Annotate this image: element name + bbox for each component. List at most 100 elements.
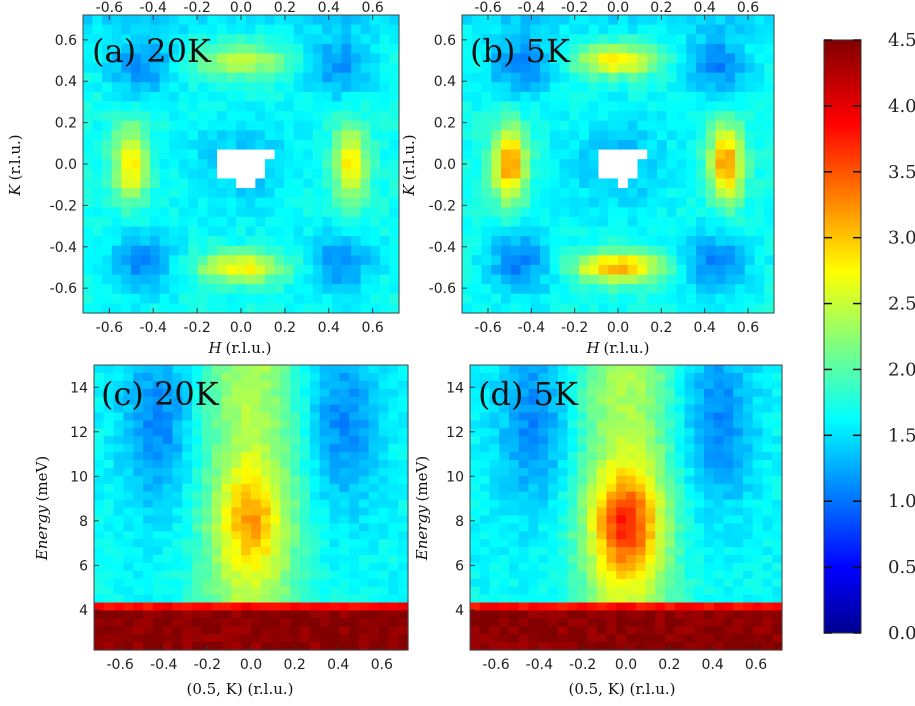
heatmap-cell [696, 111, 707, 122]
heatmap-cell [178, 82, 189, 93]
heatmap-cell [368, 642, 380, 651]
heatmap-cell [684, 642, 695, 651]
y-tick-label: 8 [455, 514, 464, 530]
heatmap-cell [509, 531, 520, 540]
heatmap-cell [169, 255, 180, 266]
heatmap-cell [300, 372, 311, 382]
heatmap-cell [735, 101, 746, 112]
heatmap-cell [226, 130, 237, 141]
heatmap-cell [735, 197, 746, 208]
heatmap-cell [159, 207, 170, 218]
heatmap-cell [479, 483, 491, 493]
heatmap-cell [569, 53, 580, 64]
heatmap-cell [696, 24, 707, 35]
heatmap-cell [388, 491, 399, 501]
heatmap-cell [133, 444, 144, 453]
heatmap-cell [322, 178, 333, 189]
heatmap-cell [339, 523, 350, 532]
panel-d: (d) 5K -0.6 -0.4 -0.2 0.0 0.2 0.4 0.6468101214… [413, 364, 783, 698]
heatmap-cell [762, 452, 773, 461]
heatmap-cell [351, 53, 362, 64]
heatmap-cell [470, 602, 481, 612]
heatmap-cell [657, 63, 668, 74]
heatmap-cell [159, 15, 170, 26]
heatmap-cell [733, 547, 744, 556]
heatmap-cell [264, 63, 276, 74]
heatmap-cell [676, 284, 687, 295]
heatmap-cell [481, 53, 492, 64]
heatmap-cell [626, 602, 637, 612]
heatmap-cell [111, 264, 122, 276]
heatmap-cell [509, 483, 520, 493]
heatmap-cell [647, 303, 658, 314]
y-tick-label: -0.2 [429, 198, 456, 214]
heatmap-cell [236, 178, 247, 189]
heatmap-cell [489, 594, 500, 604]
heatmap-cell [188, 34, 199, 45]
heatmap-cell [159, 43, 170, 55]
heatmap-cell [133, 372, 144, 382]
heatmap-cell [226, 82, 237, 93]
heatmap-cell [772, 578, 783, 588]
heatmap-cell [172, 626, 183, 635]
heatmap-cell [657, 293, 668, 304]
heatmap-cell [549, 130, 561, 141]
heatmap-cell [509, 404, 520, 414]
heatmap-cell [192, 460, 203, 469]
heatmap-cell [462, 24, 473, 35]
heatmap-cell [303, 168, 314, 180]
heatmap-cell [339, 396, 350, 406]
heatmap-cell [231, 499, 242, 509]
heatmap-cell [606, 420, 617, 429]
heatmap-cell [130, 111, 142, 122]
heatmap-cell [520, 207, 531, 218]
heatmap-cell [557, 602, 569, 612]
heatmap-cell [627, 63, 639, 74]
heatmap-cell [188, 72, 199, 83]
heatmap-cell [274, 245, 285, 256]
heatmap-cell [264, 207, 276, 218]
heatmap-cell [743, 555, 754, 564]
heatmap-cell [587, 642, 598, 651]
heatmap-cell [341, 236, 352, 247]
heatmap-cell [579, 159, 590, 170]
heatmap-cell [274, 264, 285, 276]
heatmap-cell [471, 178, 483, 189]
heatmap-cell [733, 372, 744, 382]
heatmap-cell [509, 388, 520, 398]
heatmap-cell [713, 388, 725, 398]
heatmap-cell [133, 555, 144, 564]
heatmap-cell [140, 197, 151, 208]
heatmap-cell [471, 120, 483, 131]
heatmap-cell [319, 436, 331, 445]
heatmap-cell [169, 120, 180, 131]
heatmap-cell [587, 547, 598, 556]
heatmap-cell [280, 578, 291, 588]
heatmap-cell [103, 436, 115, 445]
heatmap-cell [290, 452, 301, 461]
heatmap-cell [102, 284, 113, 295]
heatmap-cell [123, 365, 134, 374]
heatmap-cell [188, 53, 199, 64]
heatmap-cell [113, 594, 125, 604]
heatmap-cell [518, 460, 530, 469]
heatmap-cell [694, 578, 705, 588]
heatmap-cell [647, 24, 658, 35]
heatmap-cell [764, 168, 775, 180]
heatmap-cell [588, 226, 600, 237]
heatmap-cell [251, 483, 262, 493]
heatmap-cell [143, 570, 154, 580]
heatmap-cell [772, 570, 783, 580]
heatmap-cell [260, 444, 272, 453]
heatmap-cell [538, 412, 549, 422]
heatmap-cell [162, 444, 174, 453]
heatmap-cell [236, 120, 247, 131]
heatmap-cell [341, 303, 352, 314]
heatmap-cell [548, 555, 559, 564]
heatmap-cell [686, 264, 697, 276]
heatmap-cell [255, 101, 266, 112]
heatmap-cell [231, 467, 242, 477]
heatmap-cell [510, 24, 522, 35]
heatmap-cell [159, 274, 170, 285]
heatmap-cell [637, 130, 648, 141]
